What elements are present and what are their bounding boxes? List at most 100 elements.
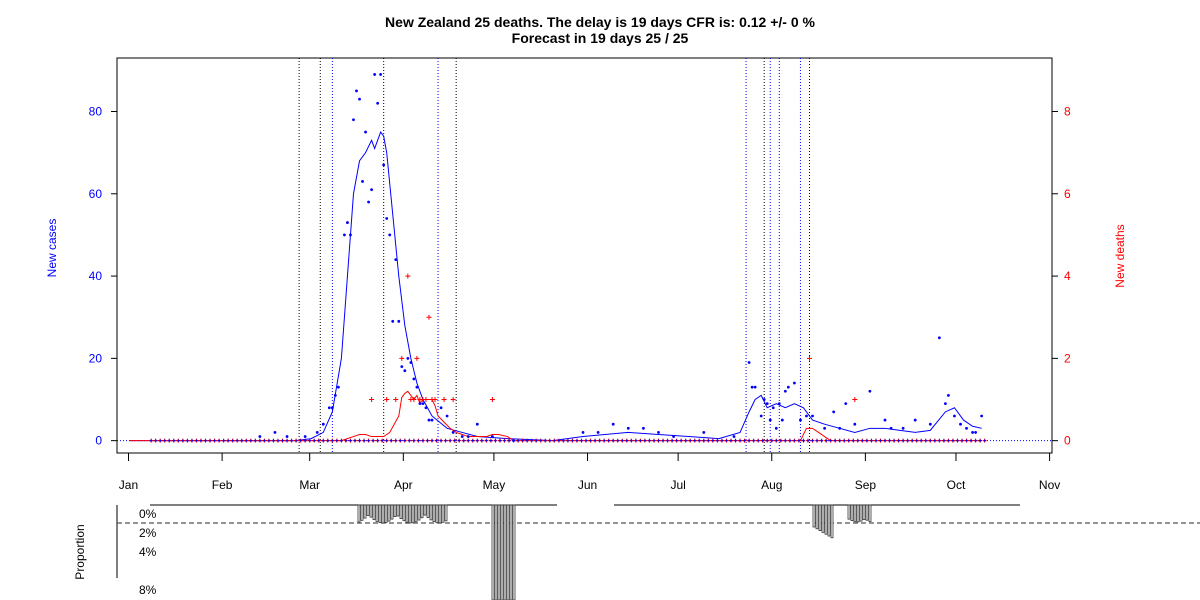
case-point bbox=[303, 435, 307, 438]
death-point bbox=[432, 397, 438, 403]
case-zero-marker bbox=[272, 439, 275, 442]
case-zero-marker bbox=[861, 439, 864, 442]
proportion-tick-label: 8% bbox=[139, 583, 157, 597]
case-zero-marker bbox=[969, 439, 973, 442]
proportion-bar bbox=[393, 504, 397, 518]
case-point bbox=[382, 163, 386, 167]
chart-title: New Zealand 25 deaths. The delay is 19 d… bbox=[385, 14, 815, 30]
case-point bbox=[747, 361, 751, 364]
case-zero-marker bbox=[711, 439, 714, 442]
case-zero-marker bbox=[195, 439, 198, 442]
case-zero-marker bbox=[476, 439, 479, 442]
case-zero-marker bbox=[911, 439, 914, 442]
case-zero-marker bbox=[240, 439, 243, 442]
case-point bbox=[883, 418, 887, 422]
proportion-bar bbox=[357, 504, 361, 523]
case-zero-marker bbox=[775, 439, 778, 442]
case-zero-marker bbox=[394, 439, 397, 442]
case-point bbox=[672, 435, 675, 438]
case-point bbox=[343, 233, 346, 237]
death-point bbox=[411, 397, 417, 403]
proportion-bar bbox=[405, 504, 409, 523]
plot-area: 0 20 40 60 80 0 2 4 6 8 Jan Feb Mar Apr May Jun Jul Aug Se… bbox=[89, 57, 1071, 492]
y-left-tick-label: 20 bbox=[89, 351, 103, 365]
proportion-bar bbox=[862, 504, 866, 520]
case-zero-marker bbox=[670, 439, 674, 442]
proportion-bar bbox=[491, 504, 495, 600]
case-zero-marker bbox=[285, 439, 289, 442]
case-zero-marker bbox=[208, 439, 212, 442]
case-point bbox=[928, 422, 932, 426]
case-point bbox=[765, 402, 769, 406]
case-zero-marker bbox=[802, 439, 805, 442]
case-point bbox=[460, 435, 464, 438]
chart-subtitle: Forecast in 19 days 25 / 25 bbox=[511, 30, 689, 46]
proportion-bar bbox=[438, 504, 442, 524]
proportion-bar bbox=[509, 504, 513, 600]
case-zero-marker bbox=[322, 439, 325, 442]
case-point bbox=[333, 393, 337, 397]
case-zero-marker bbox=[331, 439, 334, 442]
case-zero-marker bbox=[729, 439, 733, 442]
case-zero-marker bbox=[630, 439, 633, 442]
x-tick-label: Nov bbox=[1039, 478, 1060, 492]
case-zero-marker bbox=[707, 439, 710, 442]
case-zero-marker bbox=[263, 439, 266, 442]
case-point bbox=[611, 422, 615, 426]
case-zero-marker bbox=[748, 439, 751, 442]
case-zero-marker bbox=[820, 439, 823, 442]
case-zero-marker bbox=[213, 439, 216, 442]
case-zero-marker bbox=[494, 439, 497, 442]
case-zero-marker bbox=[752, 439, 755, 442]
proportion-bar bbox=[503, 504, 507, 600]
proportion-bar bbox=[429, 504, 433, 521]
case-zero-marker bbox=[521, 439, 524, 442]
case-zero-marker bbox=[983, 439, 986, 442]
case-point bbox=[953, 414, 956, 418]
x-tick-label: Jan bbox=[119, 478, 138, 492]
case-zero-marker bbox=[621, 439, 624, 442]
case-point bbox=[889, 426, 893, 430]
case-point bbox=[409, 361, 413, 364]
case-point bbox=[439, 406, 443, 410]
case-point bbox=[947, 393, 950, 397]
case-point bbox=[285, 435, 289, 438]
case-zero-marker bbox=[593, 439, 597, 442]
case-point bbox=[364, 130, 367, 134]
case-point bbox=[445, 414, 449, 418]
case-zero-marker bbox=[879, 439, 882, 442]
proportion-bar bbox=[387, 504, 391, 522]
case-zero-marker bbox=[430, 439, 434, 442]
case-point bbox=[832, 410, 836, 414]
case-zero-marker bbox=[462, 439, 465, 442]
case-point bbox=[336, 385, 340, 389]
case-zero-marker bbox=[902, 439, 905, 442]
proportion-bar bbox=[411, 504, 415, 524]
y-right-tick-label: 2 bbox=[1064, 351, 1071, 365]
proportion-bar bbox=[426, 504, 430, 518]
proportion-bar bbox=[494, 504, 498, 600]
case-zero-marker bbox=[870, 439, 873, 442]
case-zero-marker bbox=[453, 439, 456, 442]
case-zero-marker bbox=[693, 439, 696, 442]
proportion-bar bbox=[818, 504, 822, 532]
case-point bbox=[753, 385, 757, 389]
case-zero-marker bbox=[947, 439, 950, 442]
case-zero-marker bbox=[684, 439, 687, 442]
case-zero-marker bbox=[720, 439, 724, 442]
case-zero-marker bbox=[716, 439, 719, 442]
case-point bbox=[391, 319, 395, 323]
case-zero-marker bbox=[231, 439, 234, 442]
y-right-tick-label: 0 bbox=[1064, 434, 1071, 448]
proportion-bar bbox=[506, 504, 510, 600]
case-zero-marker bbox=[190, 439, 194, 442]
proportion-tick-label: 4% bbox=[139, 545, 157, 559]
case-zero-marker bbox=[974, 439, 977, 442]
case-zero-marker bbox=[412, 439, 415, 442]
proportion-bar bbox=[396, 504, 400, 517]
case-zero-marker bbox=[888, 439, 891, 442]
case-zero-marker bbox=[612, 439, 615, 442]
case-point bbox=[838, 426, 842, 430]
case-zero-marker bbox=[566, 439, 570, 442]
case-zero-marker bbox=[616, 439, 619, 442]
